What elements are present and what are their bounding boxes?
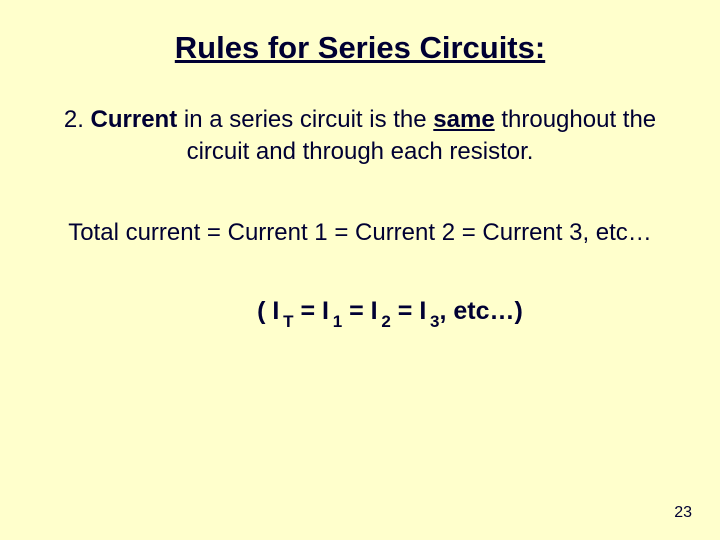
slide-container: Rules for Series Circuits: 2. Current in… bbox=[0, 0, 720, 350]
equation-symbolic: ( IT = I1 = I2 = I3, etc…) bbox=[40, 297, 680, 330]
rule-keyword-same: same bbox=[433, 106, 494, 133]
sym-tail: , etc…) bbox=[439, 297, 522, 325]
sym-eq-1: = I bbox=[294, 297, 329, 325]
sym-eq-3: = I bbox=[391, 297, 426, 325]
sym-sub-3: 3 bbox=[430, 312, 439, 331]
sym-sub-2: 2 bbox=[381, 312, 390, 331]
sym-sub-1: 1 bbox=[333, 312, 342, 331]
page-number: 23 bbox=[674, 504, 692, 522]
slide-title: Rules for Series Circuits: bbox=[40, 30, 680, 66]
rule-keyword-current: Current bbox=[91, 106, 178, 133]
rule-mid-text: in a series circuit is the bbox=[177, 106, 433, 133]
rule-number: 2. bbox=[64, 106, 91, 133]
equation-words: Total current = Current 1 = Current 2 = … bbox=[40, 217, 680, 249]
sym-open: ( I bbox=[257, 297, 279, 325]
sym-eq-2: = I bbox=[342, 297, 377, 325]
sym-sub-T: T bbox=[283, 312, 293, 331]
rule-paragraph: 2. Current in a series circuit is the sa… bbox=[40, 104, 680, 169]
